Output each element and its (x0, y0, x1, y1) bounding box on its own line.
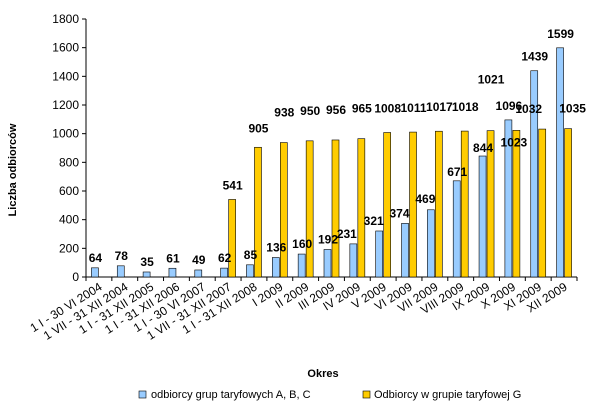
bar-g (383, 132, 391, 278)
y-tick-label: 200 (59, 241, 79, 255)
bar-g (357, 138, 366, 278)
y-axis-title: Liczba odbiorców (7, 123, 19, 216)
y-tick-label: 0 (72, 270, 79, 284)
data-label-g: 950 (300, 104, 320, 118)
bar-abc (349, 243, 358, 278)
data-label-abc: 231 (337, 227, 357, 241)
bar-g (409, 131, 417, 278)
data-label-abc: 1599 (547, 27, 574, 41)
bar-abc (375, 230, 383, 278)
y-tick-label: 1400 (52, 69, 79, 83)
data-label-abc: 374 (390, 206, 410, 220)
x-axis-title: Okres (307, 368, 338, 380)
data-label-abc: 469 (415, 192, 435, 206)
y-tick-label: 1800 (52, 12, 79, 26)
bar-abc (116, 265, 125, 278)
data-label-abc: 671 (447, 165, 467, 179)
data-label-abc: 35 (140, 255, 154, 269)
bar-g (228, 199, 236, 278)
bar-abc (427, 209, 435, 278)
data-label-abc: 49 (192, 253, 206, 267)
bar-g (512, 130, 521, 278)
data-label-abc: 321 (364, 214, 384, 228)
data-label-abc: 1439 (521, 50, 548, 64)
data-label-abc: 844 (473, 141, 493, 155)
data-label-abc: 62 (218, 251, 232, 265)
bar-abc (452, 180, 461, 278)
y-tick-label: 600 (59, 184, 79, 198)
bar-abc (530, 70, 539, 278)
bar-g (538, 128, 547, 278)
bar-abc (504, 119, 513, 278)
data-label-g: 1035 (559, 102, 586, 116)
bar-abc (168, 267, 177, 278)
data-label-g: 956 (326, 103, 346, 117)
legend-label-g: Odbiorcy w grupie taryfowej G (374, 389, 521, 401)
bar-abc (246, 264, 254, 278)
bar-abc (478, 155, 487, 278)
bar-abc (91, 267, 99, 278)
bar-abc (556, 47, 564, 278)
bar-g (435, 130, 443, 278)
data-label-abc: 78 (115, 249, 129, 263)
bar-abc (401, 223, 409, 278)
data-label-abc: 1096 (496, 99, 523, 113)
legend: odbiorcy grup taryfowych A, B, C Odbiorc… (138, 389, 521, 401)
data-label-g: 1023 (501, 135, 528, 149)
data-label-abc: 192 (318, 232, 338, 246)
data-label-abc: 160 (292, 237, 312, 251)
bar-abc (220, 267, 228, 278)
data-label-abc: 85 (244, 248, 258, 262)
data-label-abc: 61 (166, 251, 180, 265)
data-label-abc: 64 (89, 251, 103, 265)
bar-g (305, 140, 314, 278)
bar-abc (297, 253, 306, 278)
bar-g (280, 142, 288, 278)
y-tick-label: 1600 (52, 41, 79, 55)
bar-g (460, 130, 469, 278)
legend-label-abc: odbiorcy grup taryfowych A, B, C (151, 389, 311, 401)
y-tick-label: 400 (59, 213, 79, 227)
bar-g (254, 146, 262, 278)
y-axis: 0 200 400 600 800 1000 1200 1400 1600 1800 (52, 12, 87, 284)
y-tick-label: 800 (59, 155, 79, 169)
data-label-g: 1032 (515, 102, 542, 116)
data-label-g: 1011 (401, 101, 427, 115)
bar-abc (323, 249, 332, 278)
y-tick-label: 1200 (52, 98, 79, 112)
bars (91, 47, 572, 278)
bar-abc (194, 269, 203, 278)
legend-swatch-g (362, 390, 371, 399)
bar-abc (272, 257, 280, 278)
data-label-g: 938 (274, 106, 294, 120)
data-label-g: 1008 (374, 102, 401, 116)
y-tick-label: 1000 (52, 127, 79, 141)
bar-g (564, 128, 572, 278)
bar-g (331, 139, 340, 278)
bar-abc (142, 271, 151, 278)
bar-g (486, 130, 495, 278)
data-label-g: 965 (352, 102, 372, 116)
data-label-g: 1017 (426, 100, 453, 114)
legend-swatch-abc (138, 390, 147, 399)
data-label-g: 905 (248, 121, 268, 135)
data-label-g: 541 (223, 178, 243, 192)
data-label-abc: 136 (266, 241, 286, 255)
data-label-g: 1018 (452, 100, 479, 114)
data-label-g: 1021 (478, 73, 505, 87)
